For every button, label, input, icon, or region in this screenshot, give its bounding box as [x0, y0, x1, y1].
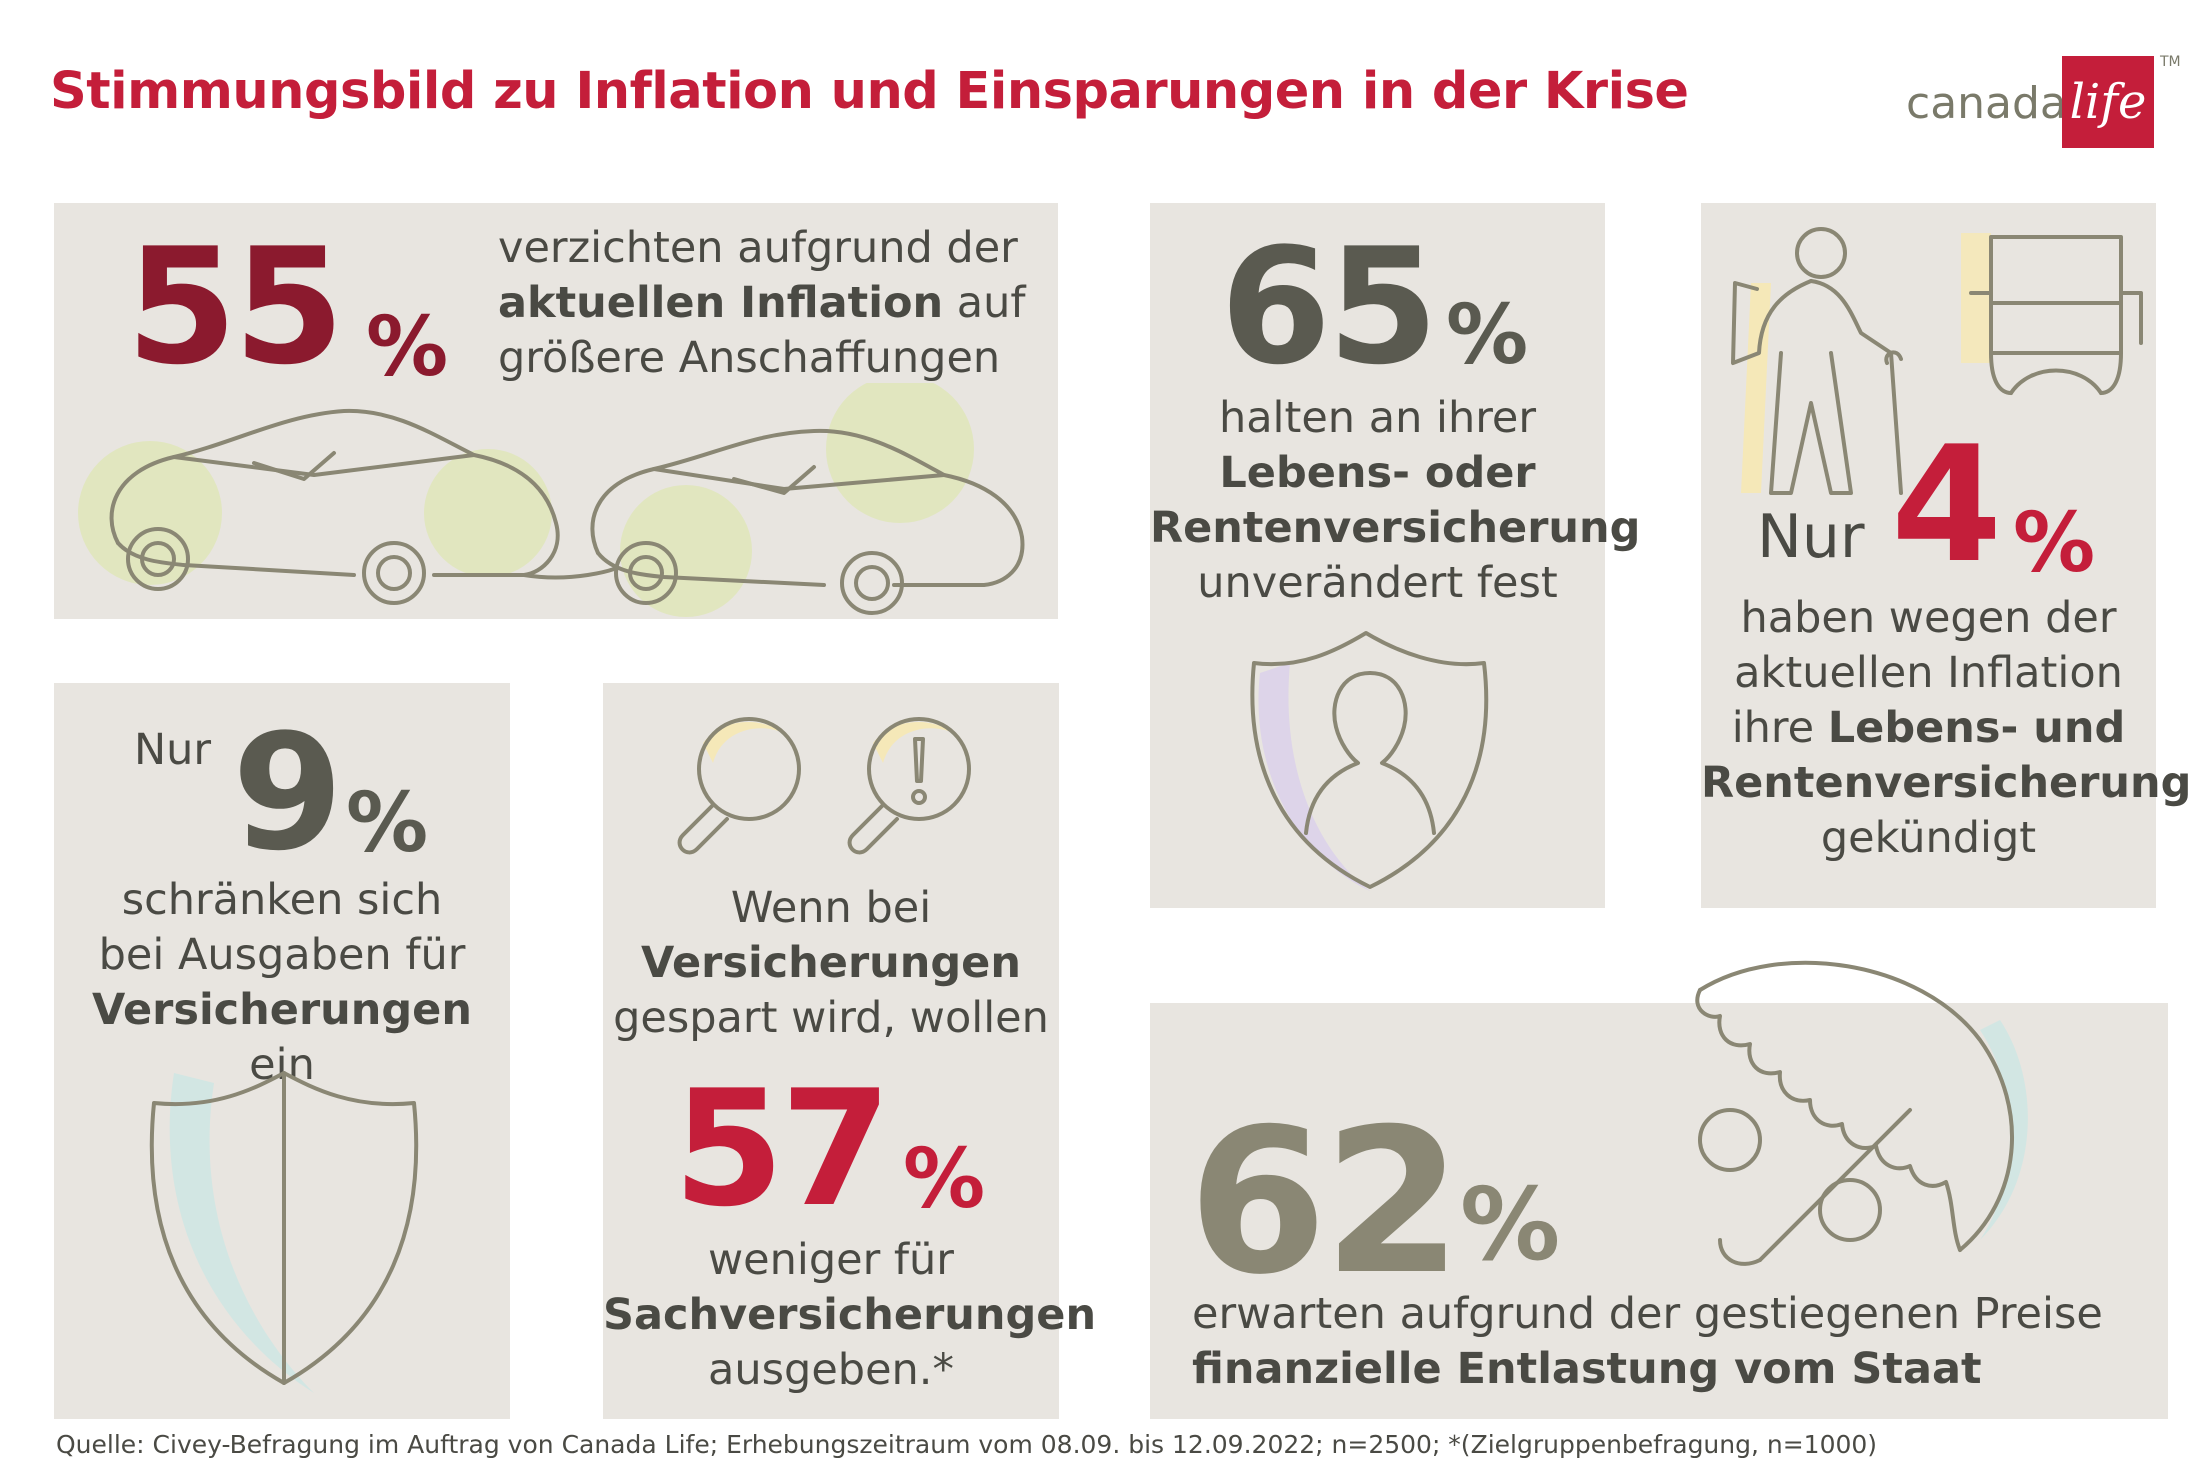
desc-bold: aktuellen Inflation [498, 278, 944, 328]
desc-line: schränken sich [121, 875, 443, 925]
source-note: Quelle: Civey-Befragung im Auftrag von C… [56, 1430, 1878, 1459]
magnifier-icon [677, 717, 801, 855]
stat-description: schränken sich bei Ausgaben für Versiche… [54, 873, 510, 1093]
desc-bold: finanzielle Entlastung vom Staat [1192, 1344, 1982, 1394]
stat-value: 57 [673, 1055, 892, 1242]
magnifier-exclamation-icon [847, 717, 971, 855]
trademark-mark: TM [2160, 54, 2181, 70]
stat-unit: % [2013, 496, 2096, 591]
desc-line: Rentenversicherung [1701, 756, 2191, 811]
car-icon [78, 383, 1025, 617]
desc-bold: Rentenversicherung [1150, 503, 1641, 553]
desc-line: haben wegen der [1740, 593, 2117, 643]
desc-bold: Rentenversicherung [1701, 758, 2192, 808]
stat-description: weniger für Sachversicherungen ausgeben.… [603, 1233, 1096, 1398]
desc-line: weniger für [708, 1235, 954, 1285]
stat-description: erwarten aufgrund der gestiegenen Preise… [1192, 1287, 2103, 1397]
stat-unit: % [1446, 288, 1529, 383]
desc-line: verzichten aufgrund der [498, 223, 1018, 273]
desc-bold: Versicherungen [92, 985, 472, 1035]
desc-rest: auf [943, 278, 1026, 328]
desc-bold: Sachversicherungen [603, 1290, 1097, 1340]
stat-unit: % [1460, 1166, 1561, 1283]
stat-value: 55 [126, 213, 345, 400]
desc-line: erwarten aufgrund der gestiegenen Preise [1192, 1289, 2103, 1339]
desc-bold: Lebens- oder [1219, 448, 1536, 498]
stat-value: 65 [1220, 213, 1439, 400]
desc-line: ausgeben.* [708, 1345, 954, 1395]
stat-description: halten an ihrer Lebens- oder Rentenversi… [1150, 391, 1640, 611]
panel-65-percent: 65 % halten an ihrer Lebens- oder Renten… [1150, 203, 1640, 908]
desc-line: Versicherungen [603, 936, 1059, 991]
stat-unit: % [366, 300, 449, 395]
desc-line: bei Ausgaben für [98, 930, 466, 980]
umbrella-percent-icon [1695, 960, 2028, 1266]
stat-prefix: Nur [134, 725, 212, 775]
desc-line: Rentenversicherung [1150, 501, 1640, 556]
armchair-icon [1961, 233, 2143, 395]
desc-line: halten an ihrer [1218, 393, 1537, 443]
stat-value: 62 [1188, 1086, 1462, 1319]
desc-line: gespart wird, wollen [613, 993, 1049, 1043]
desc-line: finanzielle Entlastung vom Staat [1192, 1342, 2103, 1397]
desc-line: Wenn bei [730, 883, 932, 933]
logo-wordmark: canada [1906, 78, 2067, 129]
desc-line: größere Anschaffungen [498, 333, 1001, 383]
logo-box: life [2062, 56, 2154, 148]
logo-box-text: life [2069, 74, 2147, 130]
stat-description: verzichten aufgrund der aktuellen Inflat… [498, 221, 1026, 386]
stat-value: 4 [1891, 411, 2002, 598]
stat-intro: Wenn bei Versicherungen gespart wird, wo… [603, 881, 1059, 1046]
desc-line: unverändert fest [1197, 558, 1558, 608]
desc-line: gekündigt [1820, 813, 2037, 863]
shield-icon [149, 1071, 419, 1393]
person-shield-icon [1250, 631, 1489, 891]
stat-unit: % [346, 776, 429, 871]
panel-4-percent: Nur 4 % haben wegen der aktuellen Inflat… [1701, 203, 2191, 908]
panel-55-percent: 55 % verzichten aufgrund der aktuellen I… [54, 203, 1058, 619]
desc-pre: ihre [1731, 703, 1828, 753]
panel-57-percent: Wenn bei Versicherungen gespart wird, wo… [603, 683, 1096, 1419]
elderly-person-icon [1731, 227, 1903, 495]
desc-line: Sachversicherungen [603, 1288, 1096, 1343]
page-title: Stimmungsbild zu Inflation und Einsparun… [50, 62, 1689, 121]
desc-line: aktuellen Inflation auf [498, 276, 1026, 331]
stat-unit: % [903, 1132, 986, 1227]
panel-9-percent: Nur 9 % schränken sich bei Ausgaben für … [54, 683, 510, 1419]
desc-line: aktuellen Inflation [1734, 648, 2123, 698]
stat-value: 9 [232, 699, 343, 886]
desc-line: Lebens- oder [1150, 446, 1605, 501]
desc-bold: Versicherungen [641, 938, 1021, 988]
stat-description: haben wegen der aktuellen Inflation ihre… [1701, 591, 2191, 866]
desc-bold: Lebens- und [1827, 703, 2126, 753]
stat-prefix: Nur [1757, 502, 1865, 572]
desc-line: ihre Lebens- und [1701, 701, 2156, 756]
